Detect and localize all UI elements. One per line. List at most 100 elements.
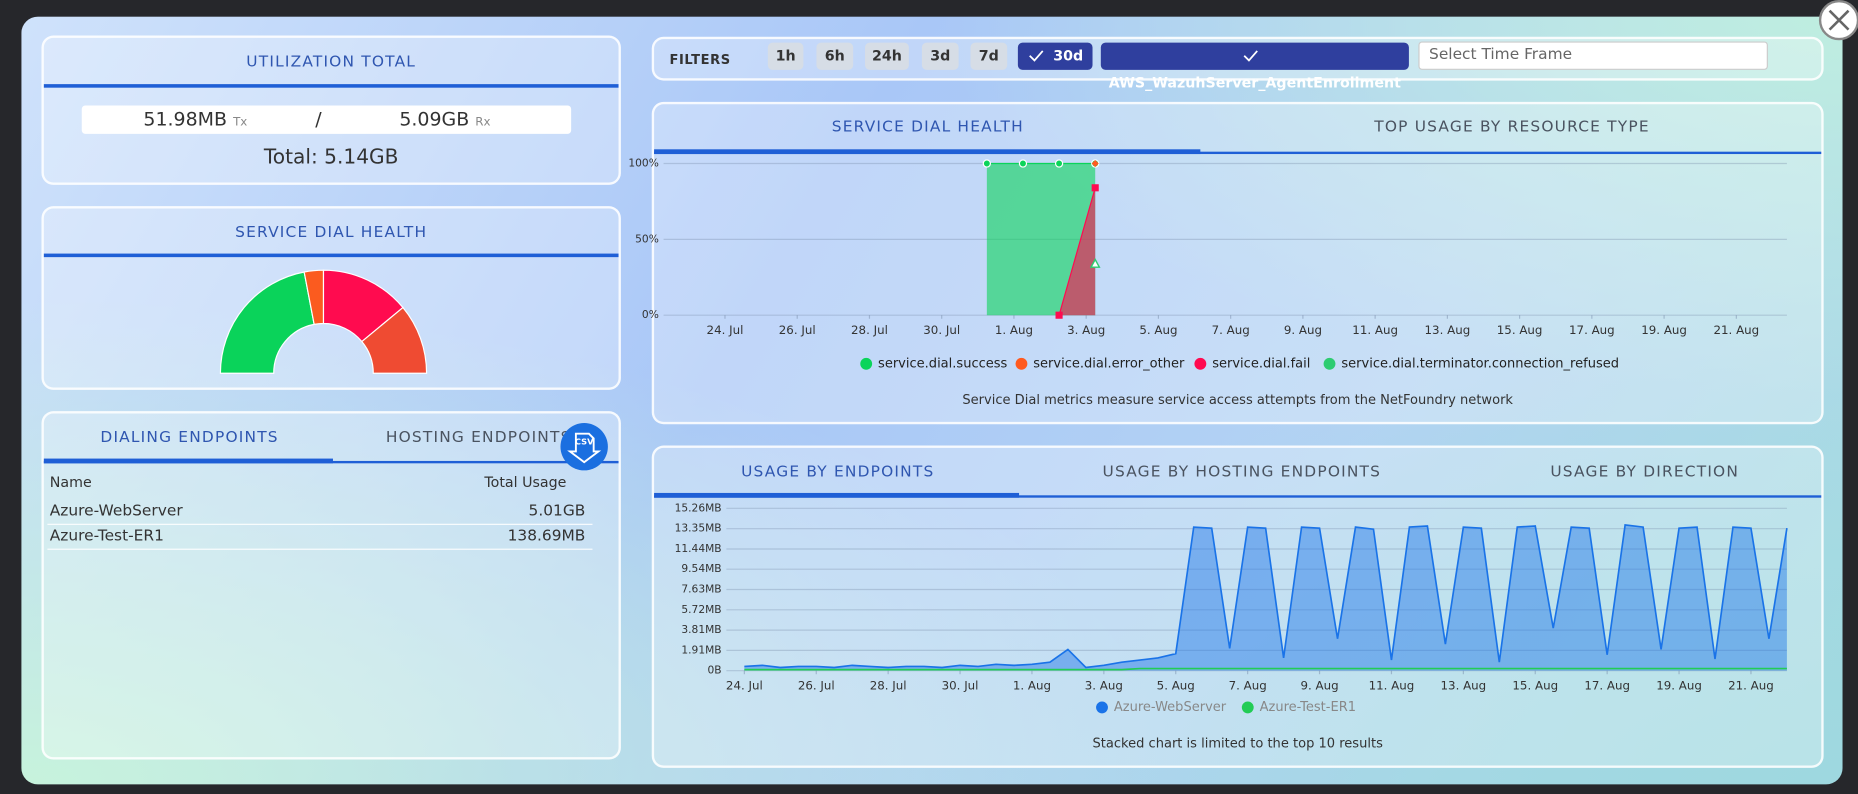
tab[interactable]: USAGE BY DIRECTION <box>1550 463 1740 482</box>
x-tick-label: 17. Aug <box>1584 679 1630 693</box>
button-label: 30d <box>1053 47 1084 64</box>
usage-box <box>81 105 572 134</box>
panel-title: SERVICE DIAL HEALTH <box>235 223 428 242</box>
check-mark <box>1028 50 1044 62</box>
legend-swatch <box>860 357 873 370</box>
x-tick-label: 15. Aug <box>1497 323 1543 337</box>
cell: Azure-Test-ER1 <box>49 527 164 546</box>
time-filter-button[interactable]: 24h <box>865 42 909 70</box>
tab[interactable]: SERVICE DIAL HEALTH <box>831 118 1024 137</box>
csv-icon: CSV <box>567 432 602 464</box>
legend-swatch <box>1096 701 1108 714</box>
series-area <box>744 524 1787 671</box>
x-tick-label: 13. Aug <box>1441 679 1487 693</box>
check-icon <box>1243 50 1258 62</box>
x-tick-label: 11. Aug <box>1352 323 1398 337</box>
x-tick-label: 21. Aug <box>1728 679 1774 693</box>
y-tick-label: 15.26MB <box>675 501 722 514</box>
button-label: 3d <box>930 47 951 64</box>
row-rule <box>47 548 593 550</box>
csv-button[interactable]: CSV <box>560 423 608 471</box>
x-tick-label: 11. Aug <box>1369 679 1415 693</box>
row-rule <box>47 523 593 525</box>
x-tick-label: 9. Aug <box>1284 323 1322 337</box>
x-tick-label: 28. Jul <box>870 679 907 693</box>
legend-label: service.dial.terminator.connection_refus… <box>1341 356 1619 371</box>
x-tick-label: 1. Aug <box>1013 679 1051 693</box>
separator: / <box>315 107 322 131</box>
x-tick-label: 26. Jul <box>798 679 835 693</box>
point-marker <box>1091 184 1099 192</box>
active-tab-indicator <box>654 492 1020 498</box>
legend-label: Azure-Test-ER1 <box>1260 700 1356 715</box>
time-filter-button[interactable]: 1h <box>767 42 804 70</box>
x-tick-label: 19. Aug <box>1641 323 1687 337</box>
chart-note: Service Dial metrics measure service acc… <box>962 392 1513 408</box>
title-rule <box>43 253 619 258</box>
y-tick-label: 5.72MB <box>681 603 721 616</box>
x-tick-label: 21. Aug <box>1714 323 1760 337</box>
panel-title: UTILIZATION TOTAL <box>246 53 417 72</box>
x-tick-label: 3. Aug <box>1085 679 1123 693</box>
cell: 138.69MB <box>507 527 586 546</box>
close-icon <box>1828 9 1850 31</box>
button-label: 1h <box>775 47 796 64</box>
point-marker <box>1089 257 1101 268</box>
tab[interactable]: USAGE BY ENDPOINTS <box>741 463 935 482</box>
x-tick-label: 3. Aug <box>1067 323 1105 337</box>
x-tick-label: 9. Aug <box>1300 679 1338 693</box>
active-tab-indicator <box>654 149 1201 155</box>
time-frame-input[interactable]: Select Time Frame <box>1418 41 1768 70</box>
x-tick-label: 26. Jul <box>779 323 816 337</box>
x-tick-label: 30. Jul <box>923 323 960 337</box>
cell: 5.01GB <box>528 502 586 521</box>
gauge-segment <box>219 271 315 374</box>
y-tick-label: 0% <box>642 308 659 321</box>
x-tick-label: 1. Aug <box>995 323 1033 337</box>
x-tick-label: 28. Jul <box>851 323 888 337</box>
gauge-panel: SERVICE DIAL HEALTH <box>41 206 621 390</box>
column-header: Name <box>49 473 92 491</box>
x-tick-label: 30. Jul <box>942 679 979 693</box>
csv-label: CSV <box>575 436 594 446</box>
x-tick-label: 24. Jul <box>707 323 744 337</box>
point-marker <box>982 159 991 168</box>
time-filter-button[interactable]: 3d <box>921 42 959 70</box>
close-button[interactable] <box>1818 0 1858 41</box>
tab[interactable]: TOP USAGE BY RESOURCE TYPE <box>1374 118 1650 137</box>
button-label: 6h <box>824 47 845 64</box>
series-line <box>744 524 1788 669</box>
button-label: 24h <box>871 47 902 64</box>
time-filter-button[interactable]: 6h <box>816 42 854 70</box>
x-tick-label: 24. Jul <box>726 679 763 693</box>
active-tab-indicator <box>43 458 333 464</box>
point-marker <box>1091 159 1099 168</box>
tab[interactable]: HOSTING ENDPOINTS <box>385 428 572 447</box>
x-tick-label: 17. Aug <box>1569 323 1615 337</box>
tab[interactable]: USAGE BY HOSTING ENDPOINTS <box>1102 463 1382 482</box>
point-marker <box>1055 311 1063 319</box>
legend-swatch <box>1323 357 1336 370</box>
y-tick-label: 7.63MB <box>681 583 721 596</box>
endpoints-panel: DIALING ENDPOINTS HOSTING ENDPOINTS Name… <box>41 411 621 760</box>
y-tick-label: 13.35MB <box>675 522 722 535</box>
x-tick-label: 19. Aug <box>1656 679 1702 693</box>
time-filter-button[interactable]: 30d <box>1017 42 1093 70</box>
cell: Azure-WebServer <box>49 502 183 521</box>
service-name: AWS_WazuhServer_AgentEnrollment <box>1108 74 1401 92</box>
rx-unit: Rx <box>475 116 491 130</box>
title-rule <box>43 84 619 88</box>
tab[interactable]: DIALING ENDPOINTS <box>100 428 279 447</box>
series-area <box>986 163 1096 316</box>
x-tick-label: 15. Aug <box>1512 679 1558 693</box>
rx-value: 5.09GB Rx <box>399 108 490 131</box>
y-tick-label: 50% <box>635 232 659 245</box>
legend-label: Azure-WebServer <box>1114 700 1227 715</box>
total: Total: 5.14GB <box>263 145 399 170</box>
service-tag[interactable]: AWS_WazuhServer_AgentEnrollment <box>1100 42 1409 91</box>
filters-label: FILTERS <box>669 52 731 68</box>
time-filter-button[interactable]: 7d <box>970 42 1008 70</box>
y-tick-label: 1.91MB <box>681 643 721 656</box>
usage-chart-panel: USAGE BY ENDPOINTS USAGE BY HOSTING ENDP… <box>651 445 1824 768</box>
